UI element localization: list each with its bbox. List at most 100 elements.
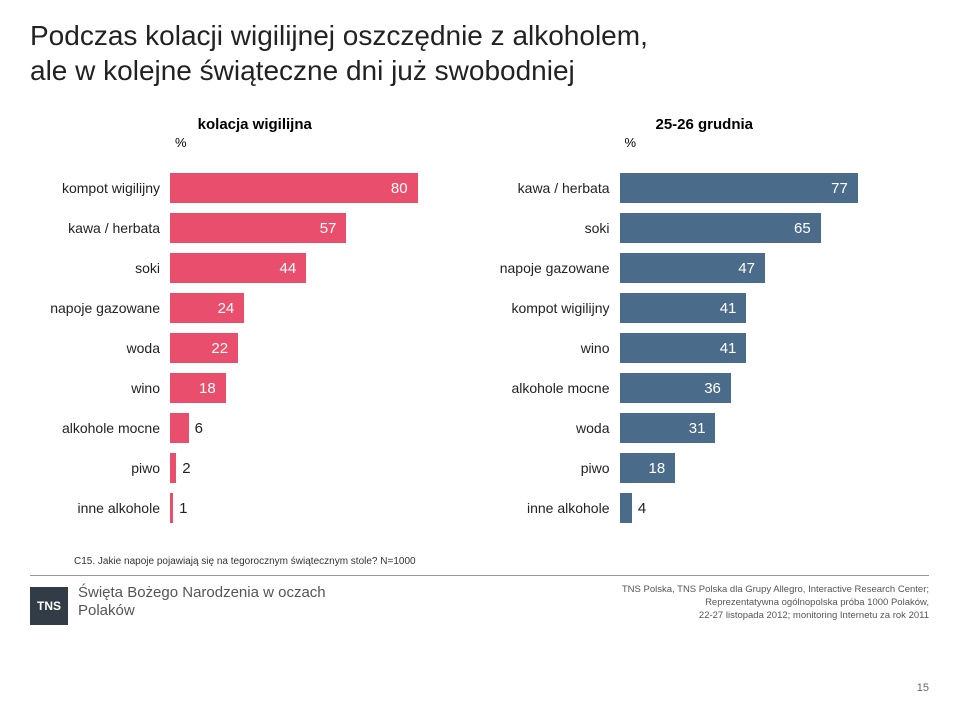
bar-track: 24 xyxy=(170,293,480,323)
category-label: alkohole mocne xyxy=(30,420,170,436)
footer: TNS Święta Bożego Narodzenia w oczach Po… xyxy=(0,576,959,625)
bar-row: wino 41 xyxy=(480,328,930,368)
bar: 47 xyxy=(620,253,765,283)
bar: 65 xyxy=(620,213,821,243)
chart-right-header: 25-26 grudnia xyxy=(480,116,930,133)
chart-right-bars: kawa / herbata 77 soki 65 napoje gazowane 47 k… xyxy=(480,168,930,528)
footer-left: TNS Święta Bożego Narodzenia w oczach Po… xyxy=(30,584,326,625)
chart-left: kolacja wigilijna % kompot wigilijny 80 ka… xyxy=(30,116,480,528)
title-line-1: Podczas kolacji wigilijnej oszczędnie z … xyxy=(30,20,648,51)
footer-right-line-2: Reprezentatywna ogólnopolska próba 1000 … xyxy=(705,597,929,608)
bar: 31 xyxy=(620,413,716,443)
page-title: Podczas kolacji wigilijnej oszczędnie z … xyxy=(0,0,959,88)
bar-value: 41 xyxy=(720,340,737,357)
bar-value: 2 xyxy=(176,460,190,477)
bar: 36 xyxy=(620,373,731,403)
bar: 57 xyxy=(170,213,346,243)
bar: 24 xyxy=(170,293,244,323)
category-label: kompot wigilijny xyxy=(480,300,620,316)
chart-left-bars: kompot wigilijny80kawa / herbata57soki44… xyxy=(30,168,480,528)
category-label: piwo xyxy=(30,460,170,476)
bar-value: 57 xyxy=(320,220,337,237)
footer-right-line-3: 22-27 listopada 2012; monitoring Interne… xyxy=(699,610,929,621)
bar-value: 18 xyxy=(649,460,666,477)
category-label: wino xyxy=(30,380,170,396)
category-label: kawa / herbata xyxy=(480,180,620,196)
footer-title-line-2: Polaków xyxy=(78,602,135,619)
category-label: napoje gazowane xyxy=(30,300,170,316)
bar xyxy=(620,493,632,523)
bar-value: 47 xyxy=(738,260,755,277)
footer-title: Święta Bożego Narodzenia w oczach Polakó… xyxy=(78,584,326,620)
bar-track: 6 xyxy=(170,413,480,443)
footer-right: TNS Polska, TNS Polska dla Grupy Allegro… xyxy=(622,584,929,625)
bar: 44 xyxy=(170,253,306,283)
chart-right-pct: % xyxy=(480,135,930,150)
bar: 41 xyxy=(620,293,747,323)
bar-value: 80 xyxy=(391,180,408,197)
footer-title-line-1: Święta Bożego Narodzenia w oczach xyxy=(78,584,326,601)
bar-track: 18 xyxy=(170,373,480,403)
bar-row: inne alkohole1 xyxy=(30,488,480,528)
bar-track: 18 xyxy=(620,453,930,483)
bar-row: kompot wigilijny 41 xyxy=(480,288,930,328)
chart-left-header: kolacja wigilijna xyxy=(30,116,480,133)
bar-track: 57 xyxy=(170,213,480,243)
bar-row: napoje gazowane 47 xyxy=(480,248,930,288)
bar-track: 44 xyxy=(170,253,480,283)
category-label: kompot wigilijny xyxy=(30,180,170,196)
bar-value: 31 xyxy=(689,420,706,437)
bar-row: woda22 xyxy=(30,328,480,368)
bar-track: 41 xyxy=(620,333,930,363)
category-label: piwo xyxy=(480,460,620,476)
bar-row: kawa / herbata 77 xyxy=(480,168,930,208)
bar-value: 1 xyxy=(173,500,187,517)
page-number: 15 xyxy=(917,682,929,694)
category-label: soki xyxy=(480,220,620,236)
category-label: napoje gazowane xyxy=(480,260,620,276)
category-label: woda xyxy=(480,420,620,436)
bar-track: 4 xyxy=(620,493,930,523)
bar-track: 77 xyxy=(620,173,930,203)
bar-track: 80 xyxy=(170,173,480,203)
bar-track: 65 xyxy=(620,213,930,243)
bar: 18 xyxy=(170,373,226,403)
category-label: wino xyxy=(480,340,620,356)
bar: 18 xyxy=(620,453,676,483)
bar-row: alkohole mocne 6 xyxy=(30,408,480,448)
chart-right: 25-26 grudnia % kawa / herbata 77 soki 65 na… xyxy=(480,116,930,528)
bar-value: 65 xyxy=(794,220,811,237)
tns-logo: TNS xyxy=(30,587,68,625)
bar-track: 31 xyxy=(620,413,930,443)
bar-value: 6 xyxy=(189,420,203,437)
chart-left-pct: % xyxy=(30,135,480,150)
bar-track: 36 xyxy=(620,373,930,403)
bar-row: alkohole mocne36 xyxy=(480,368,930,408)
category-label: inne alkohole xyxy=(30,500,170,516)
bar-row: piwo 18 xyxy=(480,448,930,488)
bar-value: 4 xyxy=(632,500,646,517)
category-label: alkohole mocne xyxy=(480,380,620,396)
bar: 22 xyxy=(170,333,238,363)
bar-row: woda 31 xyxy=(480,408,930,448)
title-line-2: ale w kolejne świąteczne dni już swobodn… xyxy=(30,55,575,86)
bar-value: 41 xyxy=(720,300,737,317)
bar xyxy=(170,413,189,443)
bar-track: 1 xyxy=(170,493,480,523)
footnote: C15. Jakie napoje pojawiają się na tegor… xyxy=(0,528,959,567)
category-label: kawa / herbata xyxy=(30,220,170,236)
bar: 41 xyxy=(620,333,747,363)
bar-row: inne alkohole4 xyxy=(480,488,930,528)
bar-track: 47 xyxy=(620,253,930,283)
bar-row: piwo 2 xyxy=(30,448,480,488)
bar-value: 18 xyxy=(199,380,216,397)
bar: 80 xyxy=(170,173,418,203)
bar-track: 41 xyxy=(620,293,930,323)
bar-row: wino 18 xyxy=(30,368,480,408)
bar-row: kawa / herbata 57 xyxy=(30,208,480,248)
category-label: woda xyxy=(30,340,170,356)
charts-container: kolacja wigilijna % kompot wigilijny 80 ka… xyxy=(0,88,959,528)
bar-row: kompot wigilijny 80 xyxy=(30,168,480,208)
bar-row: soki 65 xyxy=(480,208,930,248)
bar-value: 77 xyxy=(831,180,848,197)
